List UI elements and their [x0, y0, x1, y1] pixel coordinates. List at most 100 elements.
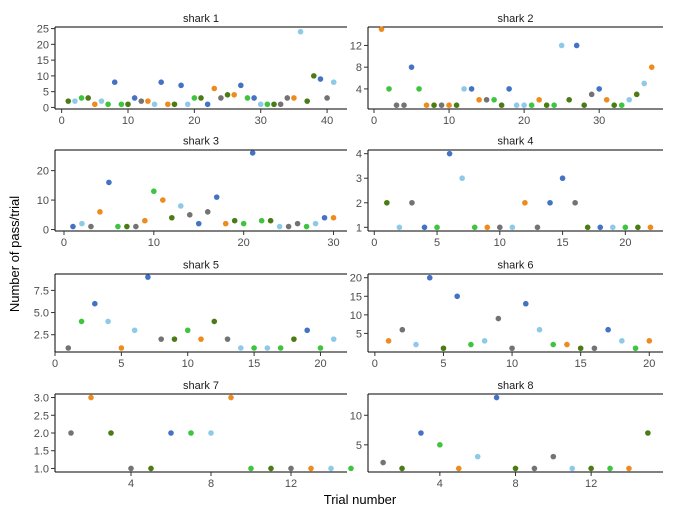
panel-title: shark 1: [183, 13, 219, 25]
data-point: [591, 345, 598, 352]
data-point: [65, 345, 72, 351]
y-tick-label: 2.5: [34, 330, 49, 342]
data-point: [240, 220, 247, 227]
data-point: [461, 86, 467, 92]
data-point: [438, 102, 445, 108]
data-point: [416, 86, 422, 92]
data-point: [79, 220, 85, 227]
data-point: [105, 318, 111, 325]
data-point: [603, 96, 610, 103]
data-point: [98, 98, 105, 104]
data-point: [231, 92, 237, 98]
data-point: [171, 336, 178, 342]
data-point: [125, 101, 131, 108]
data-point: [169, 214, 175, 221]
data-point: [92, 101, 98, 108]
data-point: [177, 203, 184, 209]
y-tick-label: 5: [43, 87, 49, 99]
data-point: [453, 102, 460, 108]
x-tick-label: 10: [122, 115, 134, 127]
panel-1: shark 1 0 10 20 30 40 0 5 10 15 20 25: [37, 9, 347, 127]
data-point: [271, 101, 277, 108]
data-point: [547, 199, 553, 206]
x-tick-label: 4: [128, 478, 134, 490]
data-point: [509, 224, 516, 231]
y-tick-label: 10: [350, 410, 362, 422]
y-tick-label: 20: [37, 39, 49, 51]
data-point: [384, 199, 390, 206]
x-tick-label: 0: [59, 115, 65, 127]
x-tick-label: 30: [255, 115, 267, 127]
data-point: [611, 102, 618, 108]
y-tick-label: 15: [37, 55, 49, 67]
data-point: [128, 465, 134, 472]
x-tick-label: 30: [327, 237, 339, 249]
data-point: [277, 345, 284, 351]
data-point: [160, 197, 166, 203]
strip-background: [368, 9, 663, 27]
data-point: [648, 64, 655, 70]
data-point: [543, 102, 550, 108]
x-tick-label: 20: [238, 237, 250, 249]
data-point: [566, 96, 572, 103]
data-point: [481, 338, 488, 344]
panel-title: shark 7: [183, 380, 219, 392]
data-point: [386, 86, 392, 92]
data-point: [522, 300, 529, 307]
x-tick-label: 20: [518, 115, 530, 127]
y-tick-label: 10: [350, 310, 362, 322]
data-point: [497, 224, 503, 231]
panel-title: shark 2: [497, 13, 533, 25]
panel-title: shark 3: [183, 136, 219, 148]
y-tick-label: 8: [356, 62, 362, 74]
data-point: [426, 274, 433, 281]
data-point: [267, 217, 274, 224]
plot-area: [368, 394, 663, 472]
data-point: [311, 73, 317, 79]
data-point: [330, 79, 337, 85]
data-point: [468, 341, 474, 348]
y-tick-label: 5: [356, 440, 362, 452]
data-point: [213, 194, 220, 200]
data-point: [304, 98, 310, 104]
data-point: [483, 96, 490, 103]
data-point: [321, 214, 328, 221]
data-point: [605, 326, 611, 333]
data-point: [380, 459, 386, 466]
data-point: [151, 188, 157, 195]
x-tick-label: 10: [148, 237, 160, 249]
data-point: [393, 102, 400, 108]
data-point: [244, 95, 251, 101]
y-tick-label: 3: [356, 173, 362, 185]
data-point: [204, 209, 211, 215]
data-point: [632, 345, 639, 352]
data-point: [198, 336, 204, 342]
data-point: [622, 224, 629, 231]
data-point: [249, 150, 256, 156]
data-point: [635, 224, 641, 231]
data-point: [276, 223, 283, 230]
data-point: [645, 430, 651, 436]
y-tick-label: 20: [37, 166, 49, 178]
data-point: [158, 79, 164, 85]
panel-5: shark 5 0 5 10 15 20 2.5 5.0 7.5: [34, 255, 347, 370]
data-point: [572, 199, 578, 206]
data-point: [495, 315, 502, 322]
data-point: [297, 28, 304, 35]
y-tick-label: 15: [350, 291, 362, 303]
data-point: [413, 341, 419, 348]
data-point: [618, 102, 625, 108]
data-point: [70, 223, 76, 230]
data-point: [105, 101, 111, 108]
data-point: [186, 212, 193, 218]
x-tick-label: 15: [248, 358, 260, 370]
data-point: [434, 224, 440, 231]
x-tick-label: 15: [556, 237, 568, 249]
data-point: [493, 394, 500, 401]
x-tick-label: 4: [437, 478, 443, 490]
data-point: [558, 42, 565, 49]
data-point: [138, 98, 145, 104]
data-point: [238, 82, 244, 89]
data-point: [277, 101, 284, 108]
